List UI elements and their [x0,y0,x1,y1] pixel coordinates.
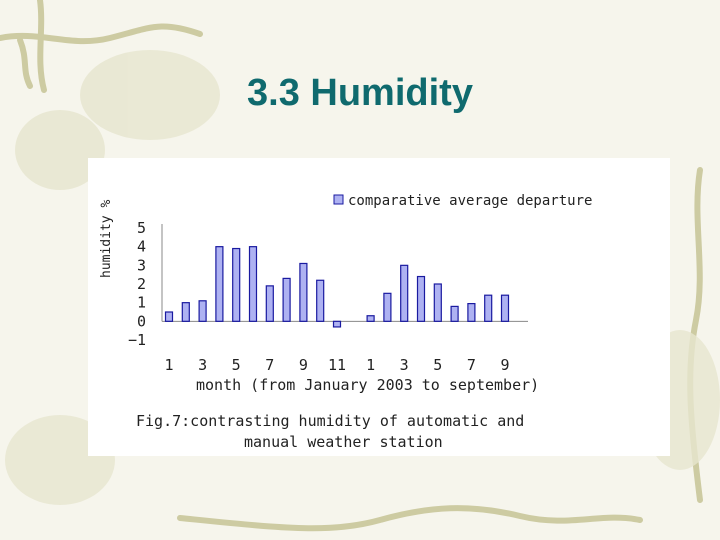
y-tick-label: 5 [137,219,146,237]
bar [383,292,392,322]
figure-panel: 5 4 3 2 1 0 −1 1 3 5 7 9 11 1 3 5 7 9 humidity % compara… [88,158,670,456]
slide-title: 3.3 Humidity [247,72,473,114]
legend-swatch [333,194,344,205]
bar [316,279,325,322]
legend-label: comparative average departure [348,193,592,209]
bar [400,264,409,322]
bar [332,320,342,328]
legend: comparative average departure [333,193,592,209]
figure-caption-line-1: Fig.7:contrasting humidity of automatic … [136,412,524,430]
bar [416,275,426,322]
y-tick-label: 1 [137,294,146,312]
bar [265,285,274,322]
y-tick-label: 2 [137,275,146,293]
bar [500,294,510,322]
bar [433,283,442,322]
bar [366,315,375,322]
bar [198,300,207,322]
y-tick-label: 4 [137,238,146,256]
x-tick-label: 5 [433,356,442,374]
y-tick-label: −1 [128,331,146,349]
x-tick-label: 1 [164,356,173,374]
bar [232,247,241,322]
x-tick-labels: 1 3 5 7 9 11 1 3 5 7 9 [164,356,509,374]
bar [215,246,224,322]
figure-caption-line-2: manual weather station [244,433,443,451]
x-tick-label: 5 [232,356,241,374]
y-axis-label: humidity % [99,200,114,278]
x-tick-label: 3 [198,356,207,374]
bar [484,294,493,322]
x-axis-label: month (from January 2003 to september) [196,376,539,394]
bars [164,246,510,328]
bar [181,302,190,322]
bar [450,305,459,322]
bar [248,246,258,322]
y-tick-label: 3 [137,256,146,274]
x-tick-label: 7 [265,356,274,374]
bar [299,262,308,322]
x-tick-label: 9 [299,356,308,374]
y-tick-label: 0 [137,312,146,330]
bar [164,311,174,322]
x-tick-label: 3 [400,356,409,374]
x-tick-label: 7 [467,356,476,374]
x-tick-label: 9 [500,356,509,374]
x-tick-label: 11 [328,356,346,374]
bar [467,303,476,322]
x-tick-label: 1 [366,356,375,374]
bar [282,277,291,322]
